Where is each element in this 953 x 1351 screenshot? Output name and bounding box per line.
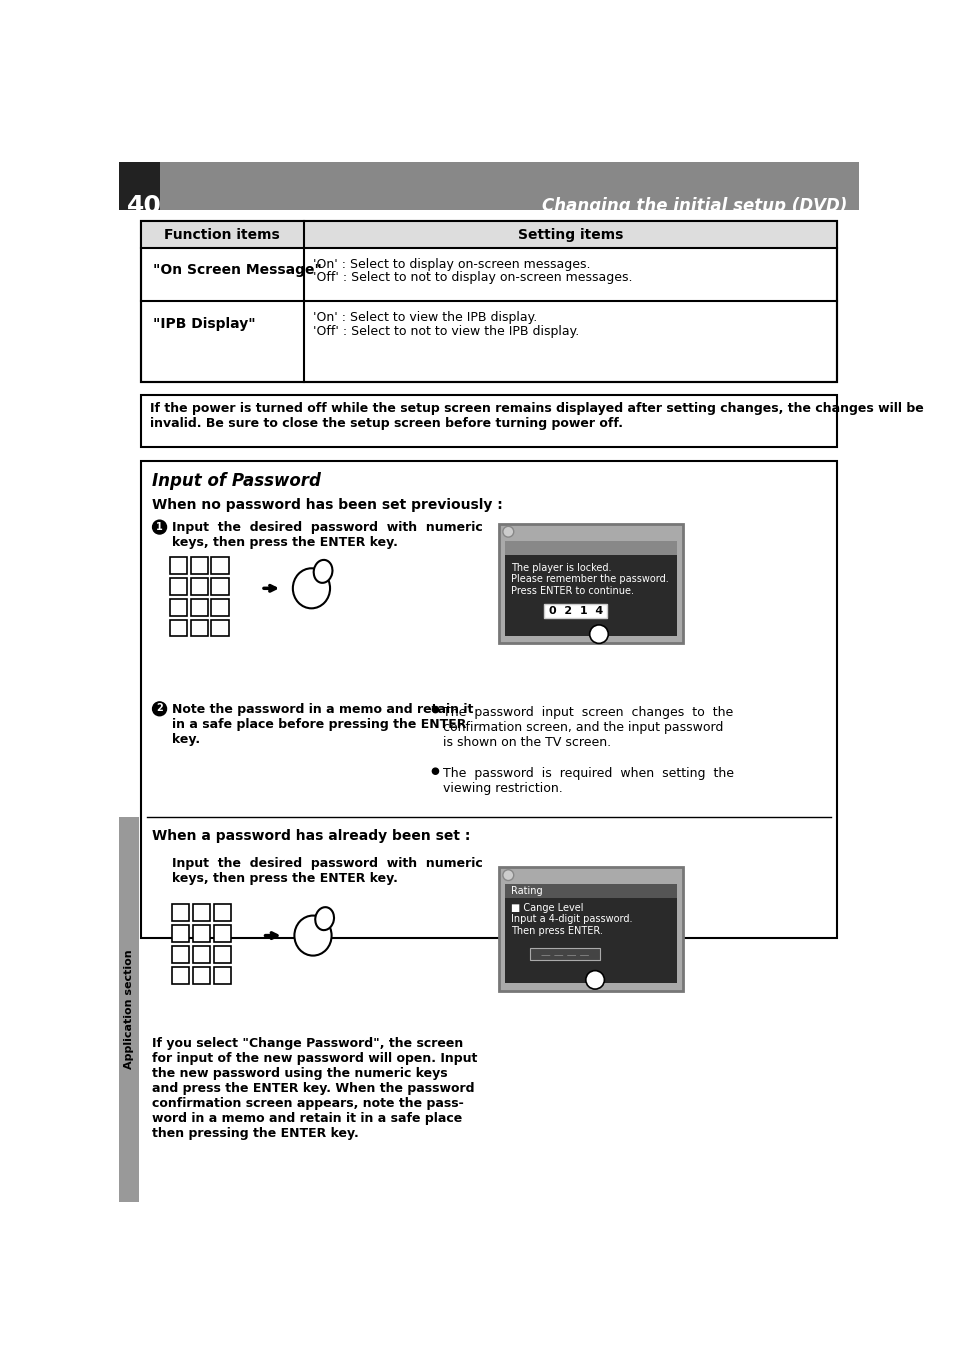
Text: 'Off' : Select to not to display on-screen messages.: 'Off' : Select to not to display on-scre… xyxy=(313,270,632,284)
Bar xyxy=(505,885,677,984)
Circle shape xyxy=(589,626,608,643)
Bar xyxy=(170,598,187,616)
Text: Note the password in a memo and retain it
in a safe place before pressing the EN: Note the password in a memo and retain i… xyxy=(172,703,473,746)
Ellipse shape xyxy=(314,907,334,929)
Text: Input  the  desired  password  with  numeric
keys, then press the ENTER key.: Input the desired password with numeric … xyxy=(172,521,482,549)
Text: 40: 40 xyxy=(127,195,162,219)
Bar xyxy=(141,220,836,382)
Bar xyxy=(505,540,677,555)
Ellipse shape xyxy=(294,916,332,955)
Text: If you select "Change Password", the screen
for input of the new password will o: If you select "Change Password", the scr… xyxy=(152,1036,476,1140)
Text: Application section: Application section xyxy=(124,950,134,1070)
Bar xyxy=(213,925,231,942)
Text: 1: 1 xyxy=(156,521,163,532)
Circle shape xyxy=(585,970,604,989)
Text: Please remember the password.: Please remember the password. xyxy=(511,574,668,584)
Text: Input  the  desired  password  with  numeric
keys, then press the ENTER key.: Input the desired password with numeric … xyxy=(172,857,482,885)
Bar xyxy=(191,598,208,616)
Bar xyxy=(213,946,231,963)
Ellipse shape xyxy=(293,569,330,608)
Bar xyxy=(141,461,836,939)
Bar xyxy=(191,578,208,594)
Bar xyxy=(498,524,682,643)
Text: Then press ENTER.: Then press ENTER. xyxy=(511,925,602,936)
Text: When a password has already been set :: When a password has already been set : xyxy=(152,830,470,843)
Text: "On Screen Message": "On Screen Message" xyxy=(152,263,321,277)
Bar xyxy=(172,967,189,984)
Bar xyxy=(543,604,607,617)
Bar xyxy=(193,967,210,984)
Bar xyxy=(172,925,189,942)
Bar xyxy=(141,220,836,382)
Bar xyxy=(141,220,836,247)
Circle shape xyxy=(432,707,438,713)
Bar xyxy=(191,557,208,574)
Bar xyxy=(193,946,210,963)
Text: When no password has been set previously :: When no password has been set previously… xyxy=(152,497,502,512)
Bar xyxy=(141,394,836,447)
Text: 'Off' : Select to not to view the IPB display.: 'Off' : Select to not to view the IPB di… xyxy=(313,324,578,338)
Text: Changing the initial setup (DVD): Changing the initial setup (DVD) xyxy=(542,197,847,215)
Bar xyxy=(505,540,677,636)
Bar xyxy=(119,162,858,209)
Text: — — — —: — — — — xyxy=(540,950,588,959)
Text: The  password  input  screen  changes  to  the
confirmation screen, and the inpu: The password input screen changes to the… xyxy=(443,705,733,748)
Bar xyxy=(212,557,229,574)
Bar xyxy=(212,578,229,594)
Text: If the power is turned off while the setup screen remains displayed after settin: If the power is turned off while the set… xyxy=(150,403,923,431)
Bar xyxy=(530,947,599,959)
Text: Press ENTER to continue.: Press ENTER to continue. xyxy=(511,585,634,596)
Text: Function items: Function items xyxy=(164,228,280,242)
Bar xyxy=(170,620,187,636)
Circle shape xyxy=(502,527,513,538)
Bar xyxy=(119,816,139,1202)
Text: Setting items: Setting items xyxy=(517,228,622,242)
Circle shape xyxy=(502,870,513,881)
Bar xyxy=(119,162,159,209)
Circle shape xyxy=(152,520,167,534)
Text: 0  2  1  4: 0 2 1 4 xyxy=(548,607,602,616)
Text: Input a 4-digit password.: Input a 4-digit password. xyxy=(511,915,632,924)
Bar xyxy=(212,620,229,636)
Bar xyxy=(172,946,189,963)
Text: ■ Cange Level: ■ Cange Level xyxy=(511,902,583,913)
Text: The player is locked.: The player is locked. xyxy=(511,562,611,573)
Ellipse shape xyxy=(314,559,332,582)
Text: The  password  is  required  when  setting  the
viewing restriction.: The password is required when setting th… xyxy=(443,767,734,796)
Bar xyxy=(193,904,210,921)
Circle shape xyxy=(152,703,167,716)
Text: Input of Password: Input of Password xyxy=(152,471,320,489)
Bar xyxy=(213,904,231,921)
Circle shape xyxy=(432,769,438,774)
Bar xyxy=(170,557,187,574)
Text: 2: 2 xyxy=(156,704,163,713)
Bar xyxy=(505,885,677,898)
Text: Rating: Rating xyxy=(511,886,542,896)
Bar xyxy=(193,925,210,942)
Bar xyxy=(170,578,187,594)
Bar xyxy=(212,598,229,616)
Text: 'On' : Select to display on-screen messages.: 'On' : Select to display on-screen messa… xyxy=(313,258,590,270)
Bar xyxy=(213,967,231,984)
Bar xyxy=(191,620,208,636)
Text: "IPB Display": "IPB Display" xyxy=(152,317,255,331)
Text: 'On' : Select to view the IPB display.: 'On' : Select to view the IPB display. xyxy=(313,312,537,324)
Bar xyxy=(172,904,189,921)
Bar xyxy=(498,867,682,990)
